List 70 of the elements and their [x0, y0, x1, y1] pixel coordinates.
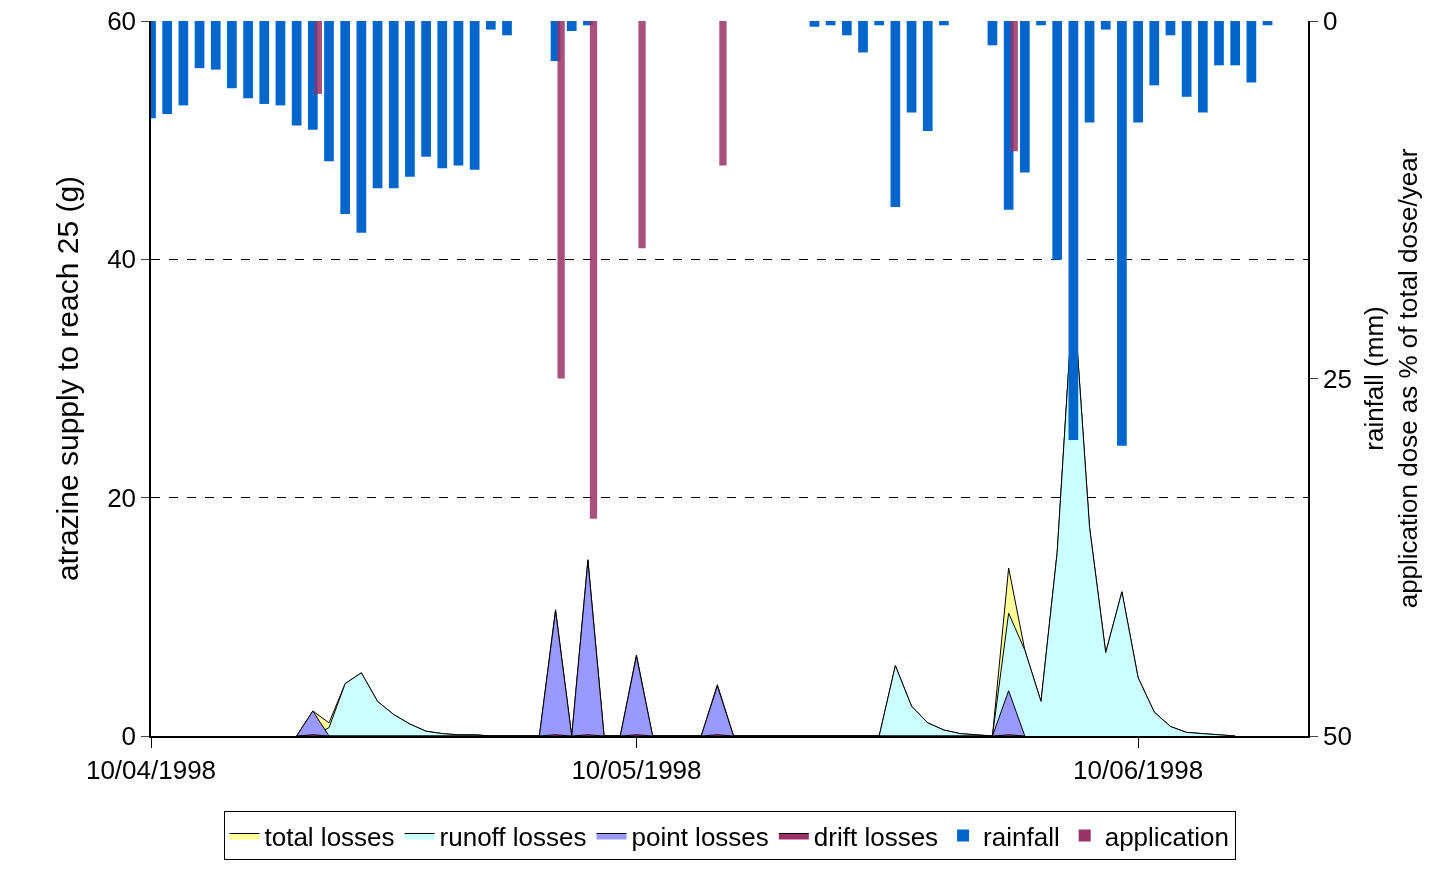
bar: [1181, 21, 1192, 97]
bar: [1214, 21, 1224, 66]
bar: [453, 21, 464, 166]
y-tick-label: 60: [107, 6, 137, 37]
bar: [987, 21, 998, 46]
bar: [1019, 21, 1030, 173]
bar: [566, 21, 577, 32]
bar: [1149, 21, 1160, 86]
bar: [1100, 21, 1111, 30]
bar: [1052, 21, 1063, 260]
bar: [874, 21, 885, 26]
y-tick-label: 40: [107, 244, 137, 275]
bar: [906, 21, 917, 113]
bar: [485, 21, 496, 30]
bar: [469, 21, 480, 170]
bar: [1117, 21, 1127, 446]
bar: [210, 21, 221, 70]
x-tick-label: 10/06/1998: [1073, 754, 1204, 785]
y-axis-title: atrazine supply to reach 25 (g): [50, 175, 84, 582]
y2-tick-label: 0: [1322, 6, 1338, 37]
bar: [405, 21, 415, 177]
y2-tick-label: 50: [1322, 721, 1352, 752]
bar: [372, 21, 383, 189]
bar: [502, 21, 512, 36]
bar: [638, 21, 646, 249]
bar: [243, 21, 253, 99]
bar: [259, 21, 270, 104]
bar: [162, 21, 173, 114]
bar: [1068, 21, 1079, 440]
bar: [841, 21, 852, 36]
bar: [437, 21, 448, 169]
bar: [1010, 21, 1018, 152]
bar: [275, 21, 286, 106]
bar: [1165, 21, 1176, 36]
bar: [589, 21, 598, 519]
bar: [340, 21, 351, 215]
bar: [858, 21, 868, 53]
legend-label: drift losses: [813, 821, 939, 852]
legend-label: rainfall: [983, 821, 1060, 852]
bar: [178, 21, 189, 106]
bar: [356, 21, 367, 233]
bar: [557, 21, 565, 379]
y-tick-label: 20: [107, 482, 137, 513]
bar: [1133, 21, 1143, 123]
legend-label: point losses: [631, 821, 769, 852]
bar: [324, 21, 334, 162]
legend-label: total losses: [264, 821, 395, 852]
bar: [291, 21, 302, 126]
bar: [922, 21, 933, 132]
y2-axis-title: rainfall (mm) application dose as % of total dose/year: [1359, 148, 1423, 609]
bar: [194, 21, 205, 69]
bar: [314, 21, 323, 94]
bar: [1084, 21, 1095, 123]
bar: [227, 21, 237, 89]
bar: [939, 21, 949, 26]
legend-label: runoff losses: [439, 821, 587, 852]
x-tick-label: 10/04/1998: [85, 754, 217, 785]
bar: [809, 21, 820, 27]
bar: [1246, 21, 1257, 83]
legend-label: application: [1104, 821, 1229, 852]
y-tick-label: 0: [121, 721, 137, 752]
bar: [388, 21, 399, 189]
bar: [1036, 21, 1046, 26]
bar: [1197, 21, 1208, 113]
bar: [890, 21, 901, 207]
bar: [421, 21, 431, 157]
y2-tick-label: 25: [1322, 363, 1352, 394]
x-tick-label: 10/05/1998: [571, 754, 702, 785]
bar: [1230, 21, 1241, 66]
bar: [719, 21, 727, 166]
